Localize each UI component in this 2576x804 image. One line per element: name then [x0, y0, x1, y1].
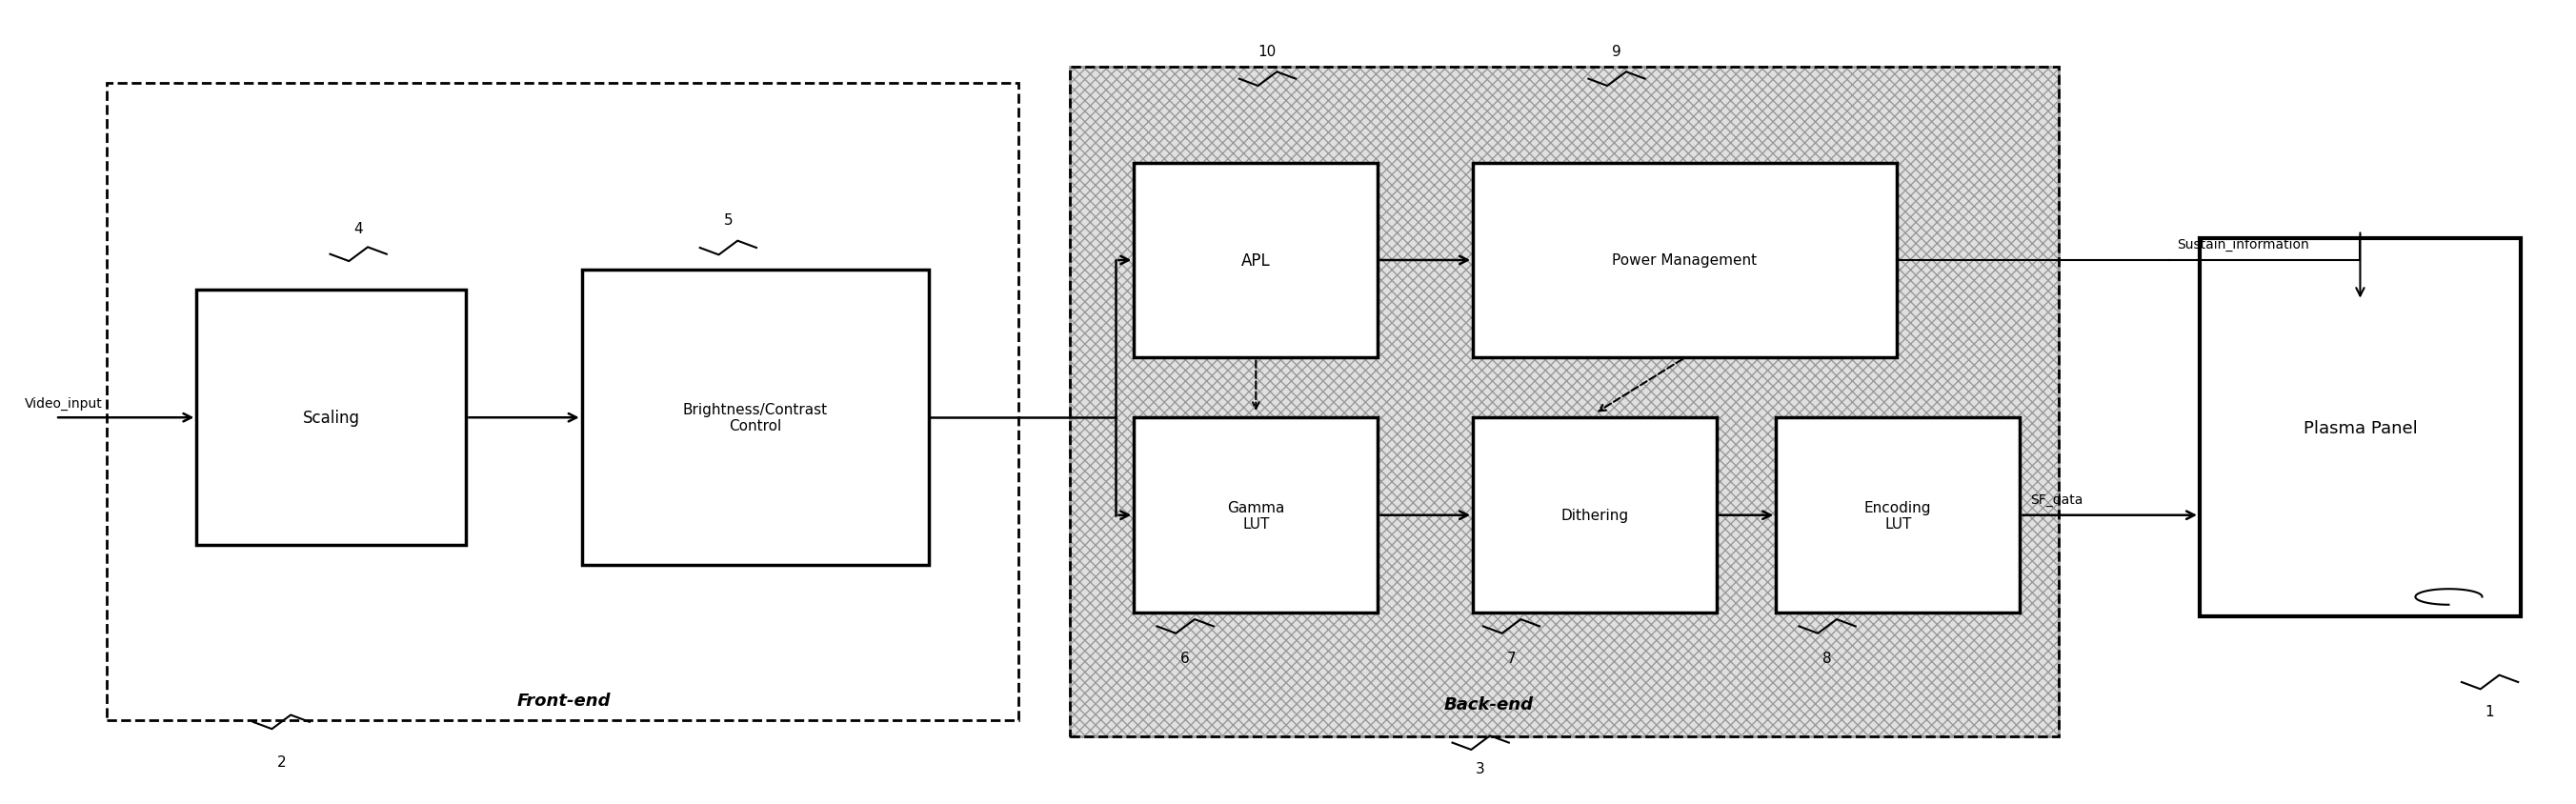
Text: Brightness/Contrast
Control: Brightness/Contrast Control [683, 403, 827, 433]
FancyBboxPatch shape [1473, 163, 1896, 359]
FancyBboxPatch shape [1133, 418, 1378, 613]
Text: 7: 7 [1507, 651, 1517, 666]
Text: Sustain_information: Sustain_information [2177, 238, 2308, 251]
Text: Back-end: Back-end [1443, 696, 1533, 713]
FancyBboxPatch shape [2200, 239, 2522, 617]
Text: 6: 6 [1180, 651, 1190, 666]
FancyBboxPatch shape [582, 271, 927, 565]
FancyBboxPatch shape [196, 290, 466, 545]
Bar [1069, 68, 2058, 736]
Text: 4: 4 [353, 221, 363, 236]
Text: APL: APL [1242, 252, 1270, 269]
Bar [1069, 68, 2058, 736]
Text: 8: 8 [1824, 651, 1832, 666]
Text: 10: 10 [1257, 44, 1278, 59]
Text: Gamma
LUT: Gamma LUT [1226, 500, 1285, 531]
Bar [106, 84, 1018, 720]
FancyBboxPatch shape [1133, 163, 1378, 359]
Text: Front-end: Front-end [518, 692, 611, 709]
Text: SF_data: SF_data [2030, 492, 2084, 506]
Text: 9: 9 [1613, 44, 1620, 59]
Text: 5: 5 [724, 213, 732, 228]
Text: Plasma Panel: Plasma Panel [2303, 420, 2416, 437]
Text: Scaling: Scaling [304, 409, 361, 426]
Text: Dithering: Dithering [1561, 508, 1628, 523]
Text: 1: 1 [2486, 704, 2494, 718]
FancyBboxPatch shape [1775, 418, 2020, 613]
Text: 2: 2 [276, 755, 286, 769]
Text: Video_input: Video_input [26, 396, 103, 410]
Text: Encoding
LUT: Encoding LUT [1865, 500, 1932, 531]
Text: 3: 3 [1476, 761, 1486, 775]
FancyBboxPatch shape [1473, 418, 1716, 613]
Text: Power Management: Power Management [1613, 253, 1757, 268]
